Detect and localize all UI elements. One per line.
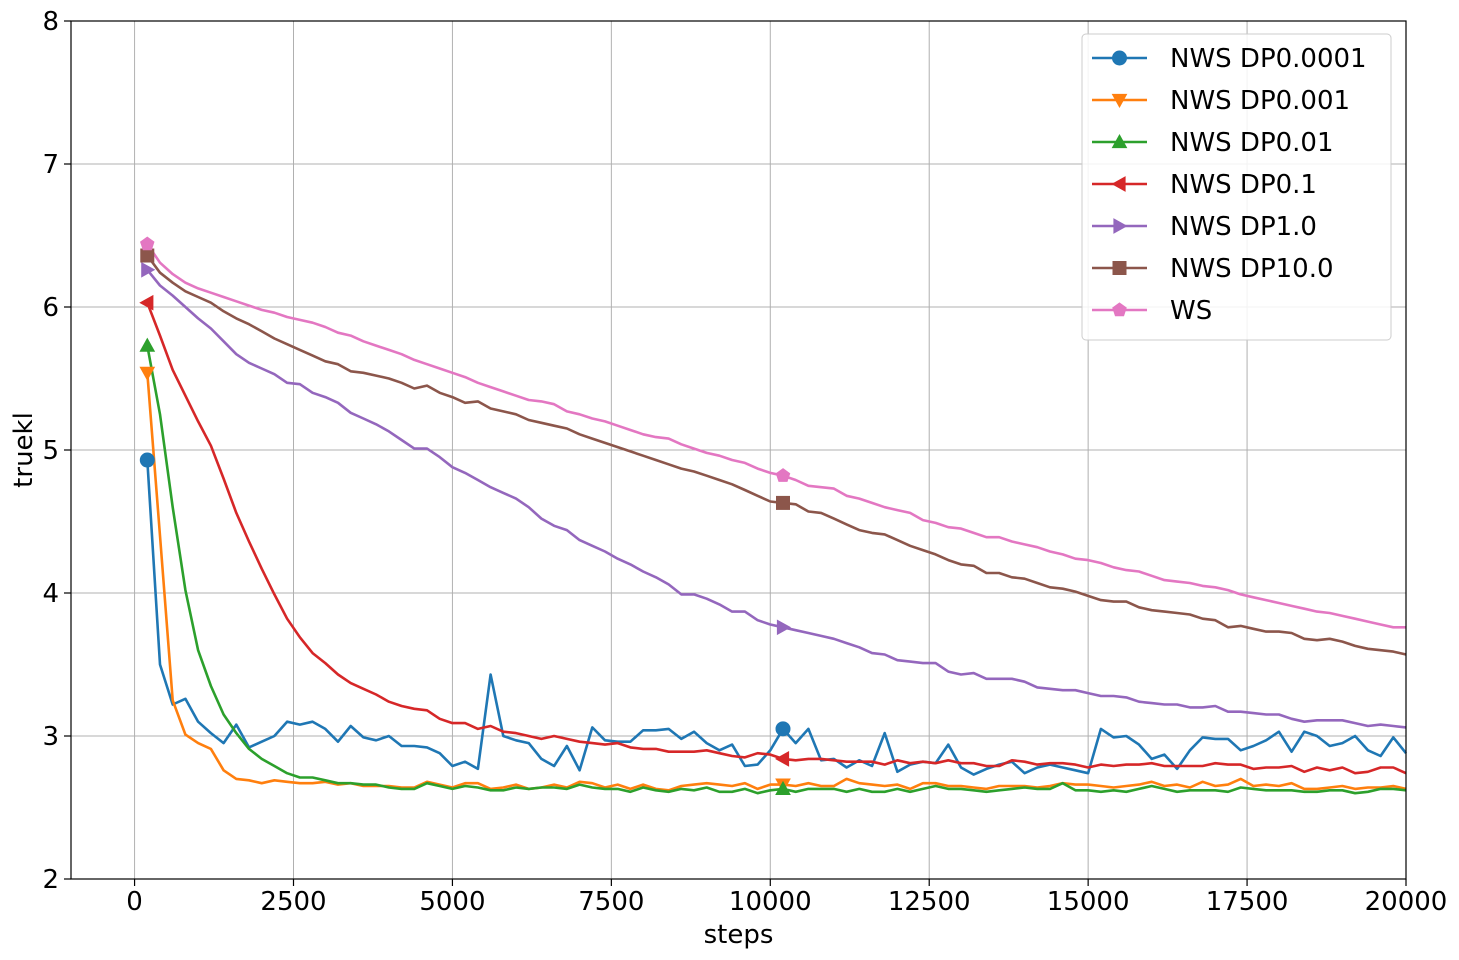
data-point-nws-dp1-0: [141, 261, 156, 278]
legend-marker: [1112, 50, 1127, 66]
legend-label: NWS DP0.001: [1170, 86, 1350, 116]
legend-marker: [1113, 218, 1128, 234]
x-tick-label: 5000: [419, 887, 485, 917]
series-line-nws-dp0-01: [146, 345, 1407, 795]
series-markers: [139, 236, 792, 795]
legend-marker: [1112, 302, 1127, 317]
legend-label: NWS DP0.1: [1170, 170, 1317, 200]
y-tick-label: 6: [42, 293, 59, 323]
data-point-nws-dp0-1: [139, 294, 154, 311]
y-tick-label: 7: [42, 150, 59, 180]
y-axis-label: truekl: [9, 412, 39, 488]
legend-box: [1081, 33, 1392, 341]
data-point-nws-dp0-001: [139, 366, 156, 381]
x-tick-label: 20000: [1365, 887, 1448, 917]
x-tick-label: 0: [126, 887, 143, 917]
data-point-ws: [775, 468, 791, 482]
y-tick-label: 4: [42, 579, 59, 609]
x-tick-label: 15000: [1047, 887, 1130, 917]
legend-marker: [1111, 93, 1128, 109]
data-point-nws-dp10-0: [776, 495, 790, 510]
x-tick-label: 12500: [888, 887, 971, 917]
x-tick-label: 2500: [260, 887, 326, 917]
legend-marker: [1111, 176, 1126, 192]
x-axis-ticks: 0 2500 5000 7500 10000 12500 15000 17500 20000: [126, 879, 1447, 917]
x-tick-label: 7500: [578, 887, 644, 917]
data-point-nws-dp10-0: [140, 248, 155, 263]
y-axis-ticks: 2 3 4 5 6 7 8: [42, 7, 71, 895]
data-point-nws-dp0-0001: [139, 452, 155, 468]
y-tick-label: 5: [42, 436, 59, 466]
data-point-nws-dp1-0: [776, 619, 792, 636]
legend: NWS DP0.0001 NWS DP0.001 NWS DP0.01 NWS DP0…: [1081, 33, 1392, 341]
data-point-nws-dp0-1: [774, 751, 790, 767]
legend-marker: [1111, 133, 1128, 149]
legend-marker: [1112, 261, 1127, 275]
y-tick-label: 2: [42, 865, 59, 895]
y-tick-label: 3: [42, 722, 59, 752]
data-point-ws: [140, 236, 155, 251]
x-axis-label: steps: [704, 920, 774, 950]
y-tick-label: 8: [42, 7, 59, 37]
legend-label: NWS DP0.01: [1170, 128, 1334, 158]
legend-label: NWS DP10.0: [1170, 254, 1334, 284]
data-point-nws-dp0-01: [139, 337, 156, 352]
data-point-nws-dp0-0001: [775, 721, 791, 737]
series-line-nws-dp0-0001: [146, 459, 1408, 776]
legend-label: WS: [1170, 296, 1212, 326]
data-point-nws-dp0-01: [775, 780, 791, 795]
legend-label: NWS DP1.0: [1170, 212, 1317, 242]
x-tick-label: 17500: [1206, 887, 1289, 917]
series-line-nws-dp1-0: [146, 268, 1407, 729]
series-line-nws-dp0-1: [146, 302, 1407, 775]
legend-label: NWS DP0.0001: [1170, 44, 1367, 74]
x-tick-label: 10000: [729, 887, 812, 917]
